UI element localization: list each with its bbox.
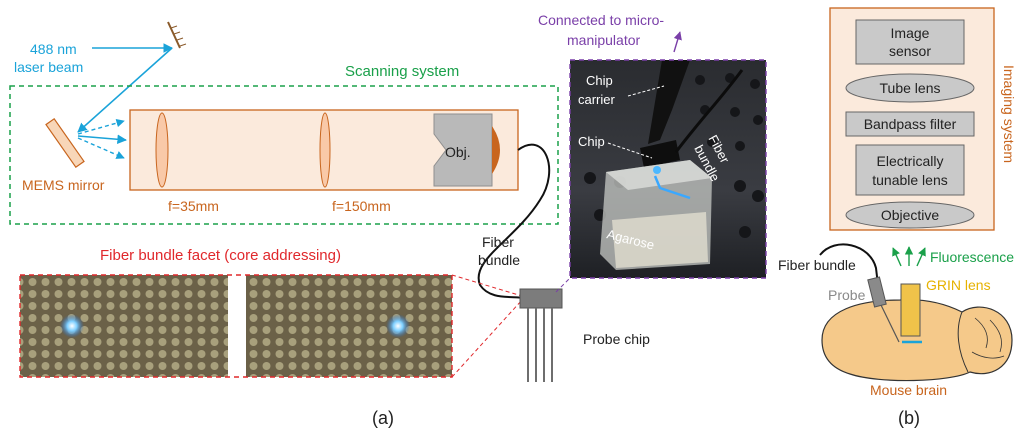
mems-mirror <box>45 117 85 169</box>
probe-b-label: Probe <box>828 287 866 303</box>
tube-lens <box>845 73 975 103</box>
objective-b-label: Objective <box>881 207 940 223</box>
etl-box <box>855 144 965 196</box>
chip-carrier-label-1: Chip <box>586 73 613 88</box>
chip-leader <box>607 142 653 159</box>
caption-a: (a) <box>372 408 394 428</box>
bandpass-label: Bandpass filter <box>864 116 957 132</box>
probe-b <box>867 276 887 308</box>
image-sensor-label-1: Image <box>891 25 930 41</box>
probe-chip <box>519 288 563 382</box>
chip-label: Chip <box>578 134 605 149</box>
grin-lens <box>900 283 921 337</box>
fiber-bundle-label-2: bundle <box>478 252 520 268</box>
lens-35mm <box>155 112 169 188</box>
lens1-label: f=35mm <box>168 198 219 214</box>
facet-title: Fiber bundle facet (core addressing) <box>100 247 341 264</box>
grin-lens-label: GRIN lens <box>926 277 991 293</box>
setup-photo <box>570 60 766 278</box>
facet-image-right <box>246 275 452 377</box>
mems-mirror-label: MEMS mirror <box>22 177 105 193</box>
etl-label-1: Electrically <box>877 153 944 169</box>
connected-label-1: Connected to micro- <box>538 12 664 28</box>
chip-carrier-label-2: carrier <box>578 92 616 107</box>
image-sensor-box <box>855 19 965 65</box>
fiber-bundle-cable <box>477 143 551 299</box>
laser-beam-to-mems <box>77 47 173 133</box>
objective-tip <box>492 126 500 174</box>
scanning-system-box <box>9 85 559 225</box>
tube-lens-label: Tube lens <box>880 80 941 96</box>
facet-border <box>19 274 453 378</box>
lens2-label: f=150mm <box>332 198 391 214</box>
fold-mirror <box>167 21 187 49</box>
probe-chip-label: Probe chip <box>583 331 650 347</box>
fluorescence-label: Fluorescence <box>930 249 1014 265</box>
mouse-brain-label: Mouse brain <box>870 382 947 398</box>
scan-beam-center <box>77 134 127 145</box>
facet-separator <box>228 275 246 377</box>
objective-lens <box>845 201 975 229</box>
objective-label: Obj. <box>445 144 471 160</box>
manipulator-arrow <box>673 31 682 53</box>
fiber-bundle-b <box>819 243 879 286</box>
scan-beam-down <box>77 137 125 159</box>
fluor-arrow-3 <box>916 247 926 267</box>
mouse-brain <box>821 299 1013 382</box>
fiber-bundle-label-1: Fiber <box>482 234 514 250</box>
facet-leader-top <box>451 274 523 297</box>
imaging-system-label: Imaging system <box>1001 65 1017 163</box>
facet-image-left <box>20 275 228 377</box>
bandpass-filter <box>845 111 975 137</box>
etl-label-2: tunable lens <box>872 172 948 188</box>
facet-leader-bottom <box>451 299 523 378</box>
laser-label-2: laser beam <box>14 59 83 75</box>
lens-150mm <box>319 112 331 188</box>
laser-label-1: 488 nm <box>30 41 77 57</box>
chip-carrier-leader <box>627 85 665 97</box>
fluor-arrow-1 <box>892 247 902 267</box>
fiber-bundle-b-label: Fiber bundle <box>778 257 856 273</box>
image-sensor-label-2: sensor <box>889 43 931 59</box>
photo-leader <box>555 277 571 293</box>
probe-b-shank <box>880 304 900 343</box>
connected-label-2: manipulator <box>567 32 640 48</box>
scanning-system-label: Scanning system <box>345 63 459 80</box>
scan-beam-up <box>77 119 125 135</box>
caption-b: (b) <box>898 408 920 428</box>
